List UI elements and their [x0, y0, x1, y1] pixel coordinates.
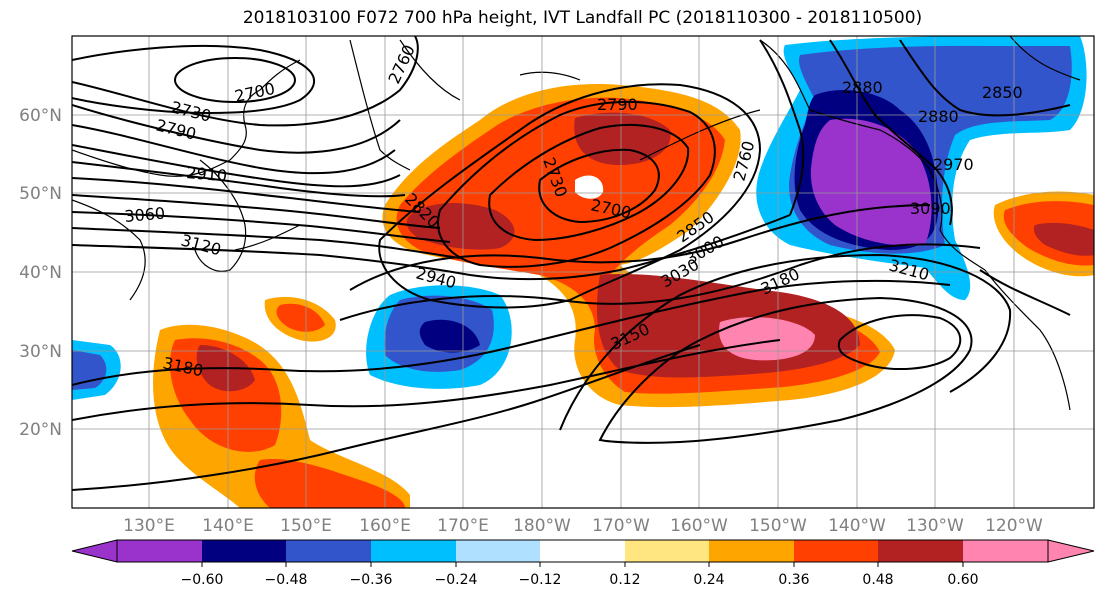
- lon-label-150e: 150°E: [280, 516, 332, 536]
- lon-label-180w: 180°W: [513, 516, 571, 536]
- lon-label-140w: 140°W: [828, 516, 886, 536]
- lat-label-50n: 50°N: [19, 184, 62, 204]
- lon-label-150w: 150°W: [749, 516, 807, 536]
- lon-label-130w: 130°W: [906, 516, 964, 536]
- colorbar-tick-label: −0.12: [519, 572, 562, 588]
- lon-label-120w: 120°W: [985, 516, 1043, 536]
- map-area: 2700 2730 2760 2790 2910 3060 3120 2820 …: [72, 36, 1094, 508]
- colorbar-tick-label: −0.24: [435, 572, 478, 588]
- colorbar-segment: [456, 540, 540, 562]
- colorbar-segment: [963, 540, 1048, 562]
- colorbar-tick-label: 0.60: [947, 572, 978, 588]
- colorbar-tick-label: 0.12: [609, 572, 640, 588]
- colorbar-min-extend: [71, 539, 118, 563]
- lon-label-170w: 170°W: [592, 516, 650, 536]
- colorbar-max-extend: [1047, 539, 1095, 563]
- contour-label-2790-pacific: 2790: [597, 95, 638, 114]
- lat-label-40n: 40°N: [19, 263, 62, 283]
- colorbar-segment: [625, 540, 709, 562]
- colorbar-segment: [202, 540, 286, 562]
- colorbar-segment: [117, 540, 202, 562]
- lon-label-160w: 160°W: [670, 516, 728, 536]
- contour-label-3060: 3060: [124, 204, 166, 226]
- lon-label-130e: 130°E: [123, 516, 175, 536]
- colorbar-tick-label: 0.48: [862, 572, 893, 588]
- colorbar-tick-label: −0.60: [181, 572, 224, 588]
- colorbar: −0.60 −0.48 −0.36 −0.24 −0.12 0.12 0.24 …: [71, 539, 1095, 588]
- colorbar-tick-label: −0.36: [350, 572, 393, 588]
- lat-label-20n: 20°N: [19, 420, 62, 440]
- colorbar-segment: [371, 540, 456, 562]
- contour-label-2850-east: 2850: [982, 83, 1023, 102]
- map-title: 2018103100 F072 700 hPa height, IVT Land…: [242, 8, 923, 28]
- coastlines: [72, 36, 1081, 411]
- contour-label-3090: 3090: [910, 199, 951, 218]
- longitude-labels: 130°E 140°E 150°E 160°E 170°E 180°W 170°…: [123, 516, 1043, 536]
- colorbar-segment: [794, 540, 878, 562]
- height-contours: [72, 36, 1071, 491]
- latitude-labels: 60°N 50°N 40°N 30°N 20°N: [19, 106, 62, 440]
- colorbar-segment: [540, 540, 625, 562]
- lon-label-160e: 160°E: [359, 516, 411, 536]
- graticule: [72, 36, 1094, 508]
- lon-label-140e: 140°E: [202, 516, 254, 536]
- contour-label-2880: 2880: [842, 78, 883, 97]
- contour-label-2970: 2970: [933, 155, 974, 174]
- contour-label-2880-coast: 2880: [918, 107, 959, 126]
- colorbar-segment: [286, 540, 371, 562]
- map-frame: [71, 35, 1095, 509]
- colorbar-tick-label: −0.48: [265, 572, 308, 588]
- colorbar-segment: [709, 540, 794, 562]
- lon-label-170e: 170°E: [437, 516, 489, 536]
- lat-label-60n: 60°N: [19, 106, 62, 126]
- contour-label-2910: 2910: [186, 163, 228, 185]
- lat-label-30n: 30°N: [19, 342, 62, 362]
- colorbar-tick-label: 0.24: [693, 572, 724, 588]
- colorbar-tick-label: 0.36: [778, 572, 809, 588]
- colorbar-segment: [878, 540, 963, 562]
